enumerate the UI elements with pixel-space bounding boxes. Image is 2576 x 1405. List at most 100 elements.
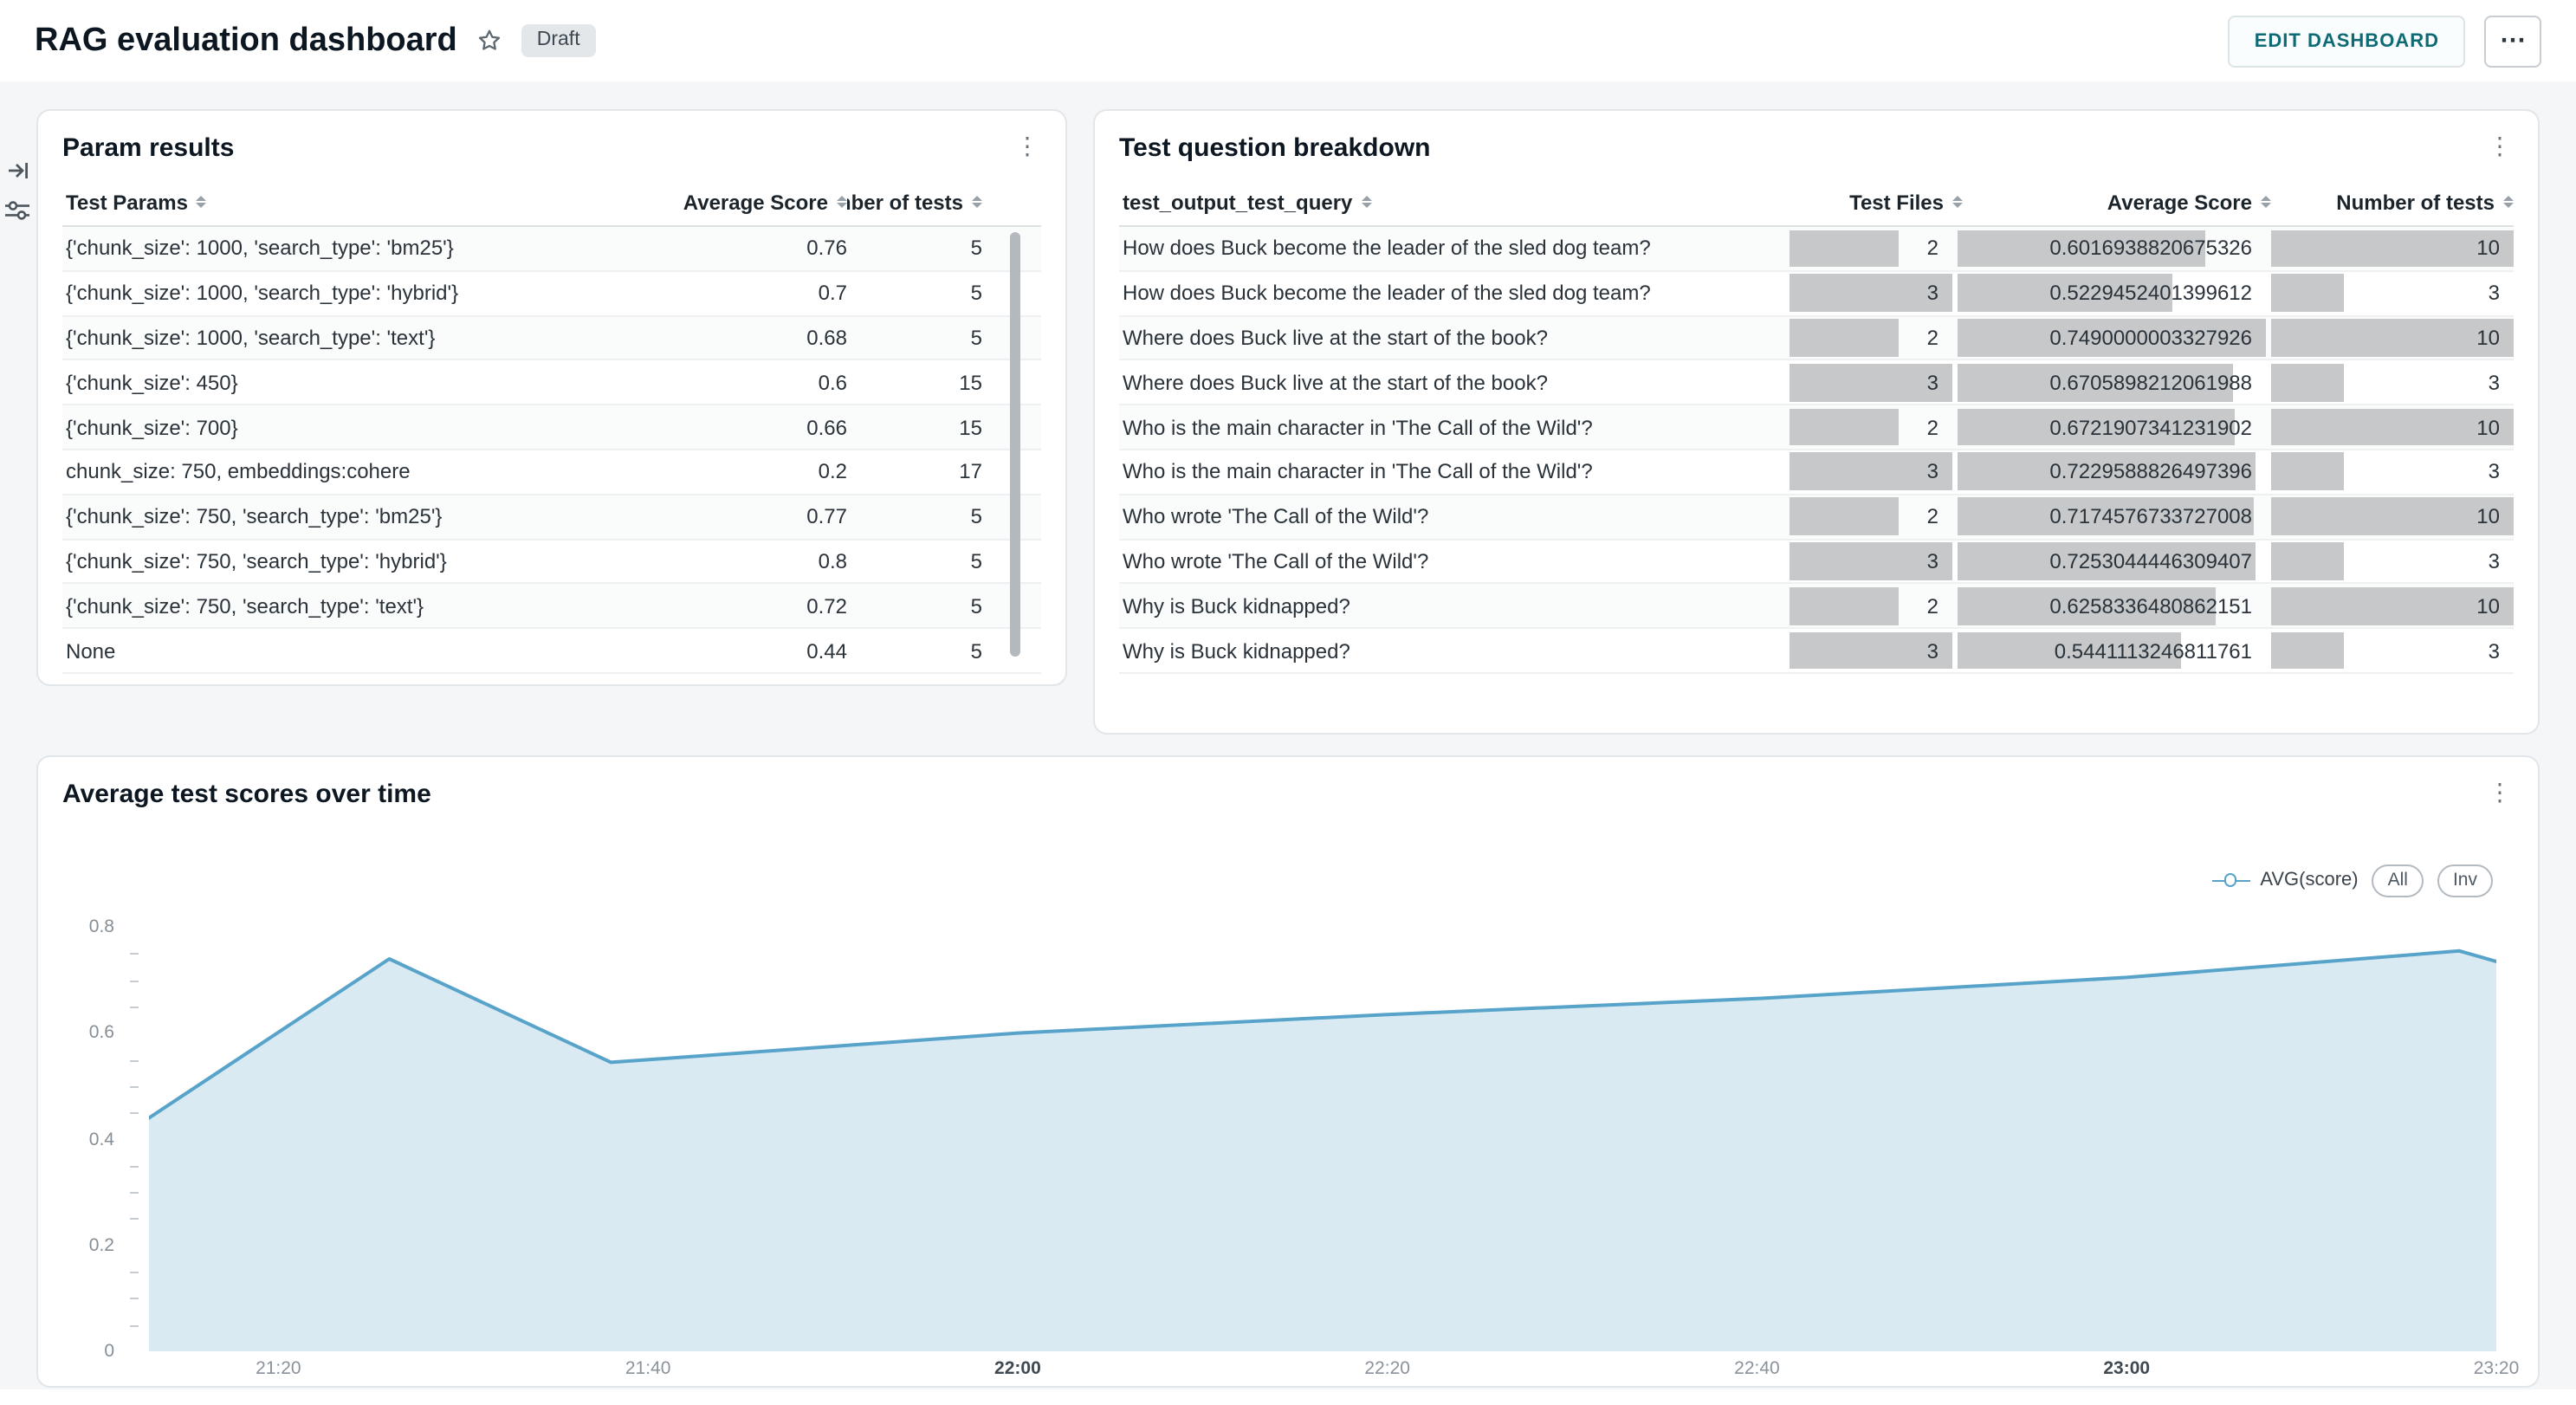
x-axis-label: 22:20 <box>1364 1358 1410 1379</box>
x-axis-label: 21:40 <box>625 1358 671 1379</box>
panel-menu-icon[interactable]: ⋮ <box>2488 778 2512 806</box>
column-header-label: Number of tests <box>2336 190 2495 214</box>
edit-dashboard-button[interactable]: EDIT DASHBOARD <box>2228 15 2465 67</box>
table-row[interactable]: Who is the main character in 'The Call o… <box>1119 405 2514 450</box>
column-header-test-query[interactable]: test_output_test_query <box>1119 190 1800 214</box>
panel-menu-icon[interactable]: ⋮ <box>1015 132 1039 159</box>
table-row[interactable]: {'chunk_size': 450} 0.6 15 <box>62 361 1041 406</box>
cell-number-of-tests: 5 <box>970 281 982 306</box>
table-row[interactable]: {'chunk_size': 750, 'search_type': 'text… <box>62 584 1041 630</box>
area-fill <box>149 950 2496 1351</box>
cell-average-score: 0.7174576733727008 <box>1958 495 2266 539</box>
question-breakdown-panel: Test question breakdown ⋮ test_output_te… <box>1093 109 2540 735</box>
panel-menu-icon[interactable]: ⋮ <box>2488 132 2512 159</box>
table-row[interactable]: {'chunk_size': 1000, 'search_type': 'bm2… <box>62 227 1041 272</box>
cell-test-files: 3 <box>1790 629 1952 672</box>
data-bar <box>2271 497 2514 536</box>
chart-legend: AVG(score) All Inv <box>2211 864 2493 897</box>
cell-value: 0.7229588826497396 <box>2049 459 2252 484</box>
sort-icon <box>2503 195 2514 209</box>
table-row[interactable]: How does Buck become the leader of the s… <box>1119 272 2514 317</box>
cell-test-query: Who wrote 'The Call of the Wild'? <box>1123 504 1429 529</box>
cell-average-score: 0.7229588826497396 <box>1958 450 2266 494</box>
cell-value: 3 <box>1926 370 1938 395</box>
cell-value: 10 <box>2476 593 2500 618</box>
sort-icon <box>1361 195 1372 209</box>
scrollbar-thumb[interactable] <box>1010 232 1020 657</box>
column-header-number-of-tests[interactable]: Number of tests <box>2271 190 2514 214</box>
cell-average-score: 0.5441113246811761 <box>1958 629 2266 672</box>
table-row[interactable]: How does Buck become the leader of the s… <box>1119 227 2514 272</box>
line-series-marker-icon <box>2211 873 2250 888</box>
y-axis-label: 0.6 <box>88 1022 114 1044</box>
table-row[interactable]: {'chunk_size': 1000, 'search_type': 'tex… <box>62 316 1041 361</box>
column-header-number-of-tests[interactable]: Number of tests <box>847 190 1041 214</box>
cell-value: 0.7253044446309407 <box>2049 548 2252 573</box>
data-bar <box>1958 319 2266 357</box>
page-bottom <box>0 1389 2576 1405</box>
y-minor-tick <box>130 980 139 982</box>
cell-value: 0.6016938820675326 <box>2049 236 2252 261</box>
cell-test-params: chunk_size: 750, embeddings:cohere <box>66 459 411 484</box>
data-bar <box>2271 586 2514 625</box>
column-header-label: Number of tests <box>847 190 963 214</box>
table-row[interactable]: Why is Buck kidnapped? 3 0.544111324681176… <box>1119 629 2514 674</box>
y-minor-tick <box>130 1272 139 1274</box>
cell-value: 3 <box>1926 459 1938 484</box>
y-axis-label: 0.4 <box>88 1129 114 1150</box>
table-row[interactable]: {'chunk_size': 700} 0.66 15 <box>62 405 1041 450</box>
data-bar <box>1958 542 2256 580</box>
table-row[interactable]: Who wrote 'The Call of the Wild'? 2 0.7174… <box>1119 495 2514 541</box>
favorite-star-icon[interactable] <box>476 28 502 54</box>
cell-number-of-tests: 10 <box>2271 316 2514 359</box>
column-header-test-params[interactable]: Test Params <box>62 190 625 214</box>
more-options-button[interactable]: ⋯ <box>2484 15 2541 67</box>
data-bar <box>1790 586 1899 625</box>
sort-icon <box>972 195 982 209</box>
question-breakdown-body: How does Buck become the leader of the s… <box>1119 227 2514 674</box>
cell-test-params: {'chunk_size': 750, 'search_type': 'bm25… <box>66 504 443 529</box>
cell-test-query: Who wrote 'The Call of the Wild'? <box>1123 548 1429 573</box>
column-header-average-score[interactable]: Average Score <box>625 190 847 214</box>
filter-icon[interactable] <box>5 199 29 222</box>
cell-number-of-tests: 5 <box>970 236 982 261</box>
sort-icon <box>2261 195 2271 209</box>
cell-average-score: 0.8 <box>818 548 847 573</box>
cell-average-score: 0.7490000003327926 <box>1958 316 2266 359</box>
table-row[interactable]: {'chunk_size': 750, 'search_type': 'bm25… <box>62 495 1041 541</box>
table-row[interactable]: Who wrote 'The Call of the Wild'? 3 0.7253… <box>1119 540 2514 585</box>
table-row[interactable]: Where does Buck live at the start of the… <box>1119 316 2514 361</box>
cell-average-score: 0.77 <box>806 504 847 529</box>
page-title: RAG evaluation dashboard <box>35 22 457 58</box>
expand-filters-icon[interactable] <box>6 159 29 182</box>
data-bar <box>1790 274 1952 313</box>
vertical-scrollbar[interactable] <box>1010 229 1020 672</box>
cell-test-params: {'chunk_size': 1000, 'search_type': 'hyb… <box>66 281 459 306</box>
cell-value: 0.7174576733727008 <box>2049 504 2252 529</box>
cell-number-of-tests: 17 <box>959 459 982 484</box>
table-row[interactable]: Where does Buck live at the start of the… <box>1119 361 2514 406</box>
cell-test-files: 3 <box>1790 272 1952 315</box>
data-bar <box>1958 363 2234 402</box>
cell-number-of-tests: 10 <box>2271 405 2514 449</box>
y-minor-tick <box>130 1059 139 1062</box>
table-row[interactable]: {'chunk_size': 750, 'search_type': 'hybr… <box>62 540 1041 585</box>
table-row[interactable]: chunk_size: 750, embeddings:cohere 0.2 17 <box>62 450 1041 495</box>
table-row[interactable]: Why is Buck kidnapped? 2 0.625833648086215… <box>1119 584 2514 630</box>
table-row[interactable]: None 0.44 5 <box>62 629 1041 674</box>
cell-test-params: {'chunk_size': 750, 'search_type': 'text… <box>66 593 424 618</box>
table-row[interactable]: Who is the main character in 'The Call o… <box>1119 450 2514 495</box>
data-bar <box>1958 452 2256 491</box>
table-row[interactable]: {'chunk_size': 1000, 'search_type': 'hyb… <box>62 272 1041 317</box>
cell-value: 0.7490000003327926 <box>2049 325 2252 350</box>
cell-average-score: 0.76 <box>806 236 847 261</box>
column-header-test-files[interactable]: Test Files <box>1800 190 1963 214</box>
data-bar <box>1958 408 2235 446</box>
panel-title: Test question breakdown <box>1119 133 1431 163</box>
cell-average-score: 0.6705898212061988 <box>1958 361 2266 405</box>
cell-test-files: 2 <box>1790 495 1952 539</box>
legend-item-avg-score[interactable]: AVG(score) <box>2211 871 2359 891</box>
legend-inv-button[interactable]: Inv <box>2437 864 2493 897</box>
column-header-average-score[interactable]: Average Score <box>1963 190 2271 214</box>
legend-all-button[interactable]: All <box>2372 864 2424 897</box>
